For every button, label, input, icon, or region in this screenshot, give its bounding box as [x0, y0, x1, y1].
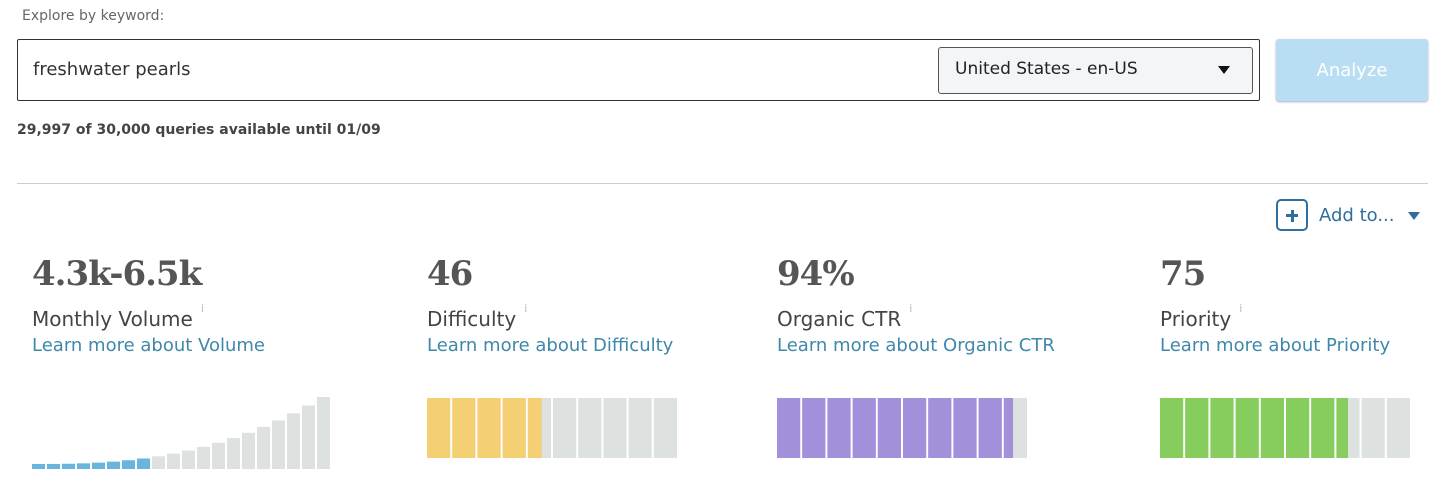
metric-label: Monthly Volume i — [32, 302, 204, 331]
add-to-caret[interactable] — [1408, 212, 1420, 220]
bar-segment-fill — [1160, 398, 1184, 458]
metric-label: Priority i — [1160, 302, 1242, 331]
metric-value: 75 — [1160, 254, 1206, 294]
volume-bar — [317, 397, 330, 469]
bar-segment-fill — [1003, 398, 1014, 458]
analyze-button[interactable]: Analyze — [1276, 39, 1428, 101]
bar-segment-bg — [553, 398, 577, 458]
volume-bar — [107, 461, 120, 469]
bar-segment-fill — [427, 398, 451, 458]
learn-more-link[interactable]: Learn more about Difficulty — [427, 335, 674, 356]
volume-bar — [257, 426, 270, 469]
volume-bar — [302, 405, 315, 469]
bar-segment-bg — [603, 398, 627, 458]
metric-label: Difficulty i — [427, 302, 527, 331]
bar-segment-fill — [527, 398, 542, 458]
bar-segment-bg — [653, 398, 677, 458]
bar-segment-fill — [1336, 398, 1348, 458]
bar-segment-fill — [477, 398, 501, 458]
bar-segment-fill — [1185, 398, 1209, 458]
volume-bar — [212, 442, 225, 469]
bar-segment-fill — [928, 398, 952, 458]
volume-bar — [47, 463, 60, 469]
search-label: Explore by keyword: — [22, 8, 165, 24]
learn-more-link[interactable]: Learn more about Volume — [32, 335, 265, 356]
info-icon[interactable]: i — [200, 302, 204, 315]
metric-label-text: Organic CTR — [777, 307, 902, 331]
bar-segment-fill — [502, 398, 526, 458]
metric-value: 94% — [777, 254, 855, 294]
bar-segment-fill — [1210, 398, 1234, 458]
bar-segment-fill — [1260, 398, 1284, 458]
volume-bar — [197, 446, 210, 469]
volume-bar — [227, 438, 240, 469]
learn-more-link[interactable]: Learn more about Organic CTR — [777, 335, 1055, 356]
info-icon[interactable]: i — [1239, 302, 1243, 315]
bar-segment-fill — [827, 398, 851, 458]
add-to-button[interactable]: Add to... — [1319, 205, 1395, 226]
metric-label-text: Priority — [1160, 307, 1232, 331]
bar-segment-fill — [852, 398, 876, 458]
bar-segment-bg — [1361, 398, 1385, 458]
volume-bar — [137, 458, 150, 469]
metric-label-text: Difficulty — [427, 307, 517, 331]
bar-segment-fill — [802, 398, 826, 458]
info-icon[interactable]: i — [524, 302, 528, 315]
bar-segment-bg — [578, 398, 602, 458]
volume-bar — [242, 432, 255, 469]
add-icon[interactable] — [1276, 199, 1308, 231]
bar-segment-bg — [1386, 398, 1410, 458]
volume-bar — [32, 464, 45, 469]
bar-segment-fill — [953, 398, 977, 458]
bar-segment-fill — [452, 398, 476, 458]
quota-text: 29,997 of 30,000 queries available until… — [17, 122, 381, 138]
metric-label: Organic CTR i — [777, 302, 912, 331]
volume-bar — [92, 462, 105, 469]
bar-segment-fill — [1311, 398, 1335, 458]
divider — [17, 183, 1428, 184]
locale-select[interactable] — [938, 47, 1253, 94]
volume-bar — [167, 453, 180, 469]
bar-segment-bg — [628, 398, 652, 458]
info-icon[interactable]: i — [909, 302, 913, 315]
volume-bar — [77, 463, 90, 469]
bar-segment-fill — [777, 398, 801, 458]
volume-bar — [272, 420, 285, 469]
bar-segment-fill — [903, 398, 927, 458]
metric-label-text: Monthly Volume — [32, 307, 193, 331]
locale-text: United States - en-US — [955, 59, 1138, 79]
volume-bar — [287, 413, 300, 469]
bar-segment-fill — [978, 398, 1002, 458]
metric-value: 4.3k-6.5k — [32, 254, 202, 294]
volume-bar — [62, 463, 75, 469]
learn-more-link[interactable]: Learn more about Priority — [1160, 335, 1391, 356]
metric-value: 46 — [427, 254, 473, 294]
search-query: freshwater pearls — [33, 59, 191, 80]
volume-bar — [182, 450, 195, 469]
bar-segment-fill — [877, 398, 901, 458]
bar-segment-fill — [1235, 398, 1259, 458]
locale-caret — [1218, 66, 1230, 74]
volume-bar — [152, 456, 165, 469]
bar-segment-fill — [1286, 398, 1310, 458]
search-input[interactable] — [17, 39, 1260, 101]
volume-bar — [122, 460, 135, 469]
